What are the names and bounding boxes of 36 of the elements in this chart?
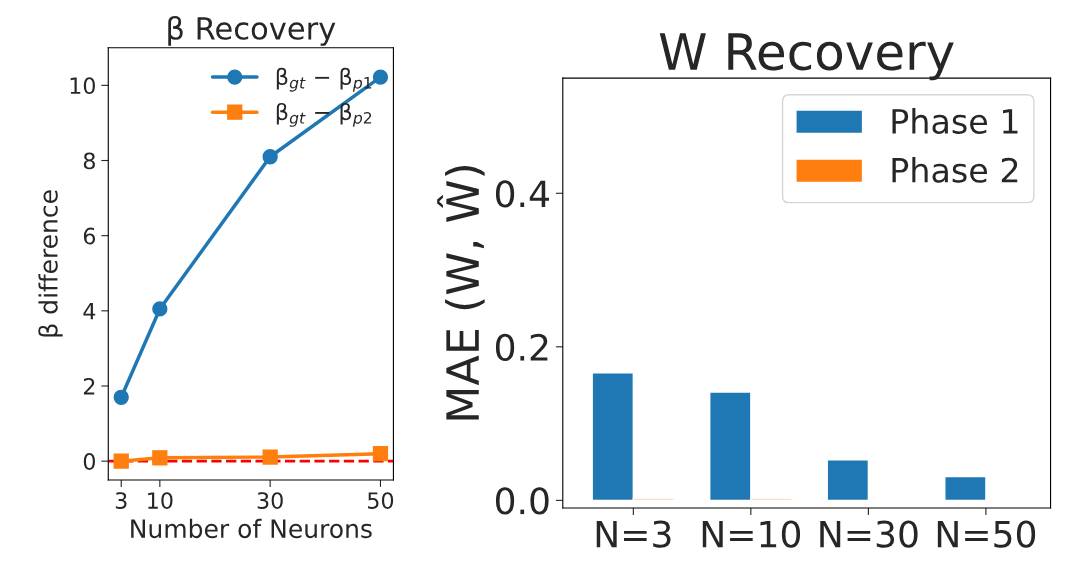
legend-label: β$_{gt}$ − β$_{p2}$ [276,102,372,127]
bar [826,458,870,502]
x-tick-label: 10 [148,492,173,509]
x-tick-label: N=30 [820,520,918,548]
point [262,449,278,465]
point [113,389,129,405]
legend-label: Phase 1 [892,108,1018,134]
x-axis-title: Number of Neurons [131,518,372,539]
y-tick-label: 0.0 [495,487,549,515]
point [152,301,168,317]
y-tick-label: 2 [83,377,95,395]
legend-label: β$_{gt}$ − β$_{p1}$ [276,67,372,92]
point [113,453,129,469]
point [372,446,389,462]
point [262,149,278,165]
x-tick-label: N=10 [702,520,801,548]
x-tick-label: N=3 [596,520,671,548]
y-tick-label: 6 [83,227,96,245]
chart-title: β Recovery [168,16,336,46]
y-axis-title: β difference [38,190,63,337]
y-tick-label: 0.2 [495,333,548,362]
y-axis-title: MAE (W, Ŵ) [437,166,485,420]
y-tick-label: 0.4 [495,180,549,208]
point [152,450,168,466]
y-tick-label: 10 [70,77,95,95]
y-tick-label: 8 [83,152,95,170]
x-tick-label: 50 [368,492,394,509]
chart-title: W Recovery [659,33,954,81]
x-tick-label: 3 [115,492,127,509]
y-tick-label: 0 [83,453,95,470]
x-tick-label: N=50 [937,520,1036,548]
x-tick-label: 30 [257,492,283,509]
point [372,69,389,85]
legend-label: Phase 2 [892,157,1018,183]
y-tick-label: 4 [83,303,96,320]
bar [944,475,987,502]
